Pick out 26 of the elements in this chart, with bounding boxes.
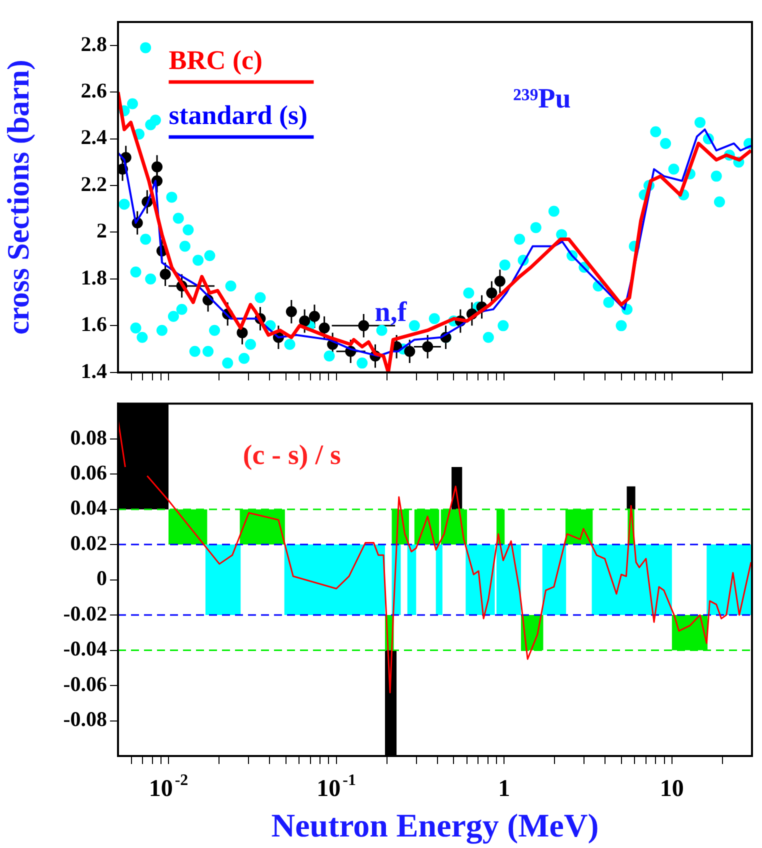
x-tick-label: 1 xyxy=(498,776,510,802)
y-tick-label: 2 xyxy=(96,218,107,243)
y-axis-title: cross Sections (barn) xyxy=(0,60,36,335)
y-tick-label: -0.08 xyxy=(63,707,107,732)
x-tick-label: 10 xyxy=(660,776,684,802)
y-tick-label: 0.06 xyxy=(70,460,107,484)
y-tick-label: 2.8 xyxy=(80,32,107,56)
y-tick-label: 2.2 xyxy=(80,172,107,196)
y-tick-label: 0.08 xyxy=(70,425,107,450)
y-tick-label: 2.6 xyxy=(80,78,107,102)
y-tick-label: 2.4 xyxy=(80,125,108,150)
annotation: (c - s) / s xyxy=(242,440,341,471)
y-tick-label: 0.02 xyxy=(70,530,107,555)
y-tick-label: 0 xyxy=(96,566,107,590)
y-tick-label: 1.8 xyxy=(80,265,107,290)
y-tick-label: 1.4 xyxy=(80,358,108,383)
y-tick-label: -0.02 xyxy=(63,601,107,626)
y-tick-label: 1.6 xyxy=(80,312,107,336)
annotation: n,f xyxy=(374,296,408,328)
y-tick-label: 0.04 xyxy=(70,496,108,520)
annotation: ²³⁹Pu xyxy=(512,84,571,114)
x-axis-title: Neutron Energy (MeV) xyxy=(271,808,599,845)
y-tick-label: -0.04 xyxy=(63,636,108,661)
y-tick-label: -0.06 xyxy=(63,672,107,696)
series-label: standard (s) xyxy=(168,100,308,130)
series-label: BRC (c) xyxy=(168,45,262,76)
